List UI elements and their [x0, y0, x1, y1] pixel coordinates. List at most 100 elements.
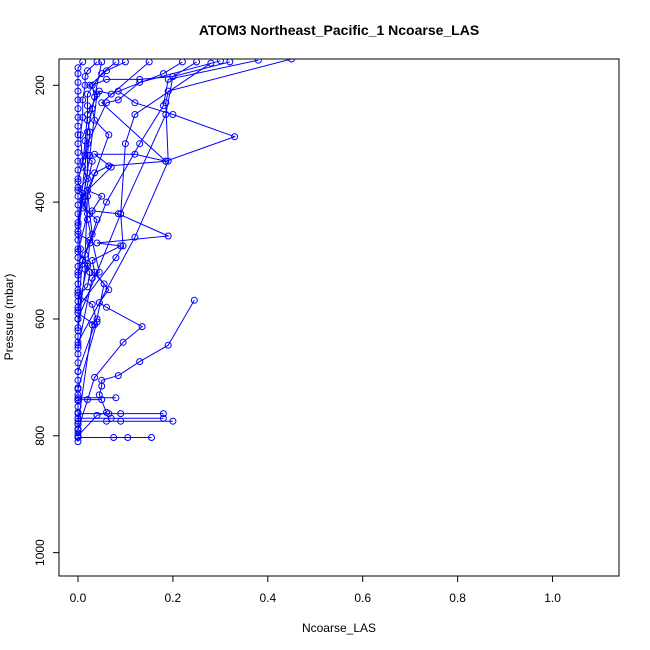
data-point: [74, 149, 82, 156]
data-point: [76, 245, 84, 253]
data-point: [84, 90, 91, 98]
data-point: [91, 268, 99, 276]
data-point: [95, 268, 103, 276]
x-axis-label: Ncoarse_LAS: [302, 621, 376, 635]
data-point: [91, 373, 99, 381]
data-point: [74, 394, 82, 402]
data-point: [207, 59, 215, 67]
data-point: [288, 59, 295, 63]
data-point: [169, 417, 177, 425]
series-line: [77, 59, 292, 343]
series-18: [74, 59, 295, 346]
data-point: [88, 274, 96, 282]
data-point: [131, 233, 139, 241]
x-tick-label: 0.2: [165, 591, 182, 605]
y-tick-label: 600: [33, 309, 47, 329]
data-point: [159, 410, 167, 418]
data-point: [74, 368, 82, 375]
data-point: [81, 81, 89, 89]
data-point: [114, 96, 122, 104]
data-point: [254, 59, 262, 64]
data-point: [84, 140, 91, 148]
x-tick-label: 1.0: [544, 591, 561, 605]
data-point: [103, 99, 110, 107]
data-point: [84, 151, 91, 159]
data-point: [105, 162, 113, 170]
data-point: [95, 87, 103, 95]
data-point: [136, 78, 144, 86]
data-point: [84, 102, 91, 110]
data-point: [74, 78, 82, 86]
data-point: [74, 315, 82, 323]
data-point: [216, 59, 224, 65]
data-point: [98, 99, 106, 107]
series-line: [77, 90, 237, 390]
data-point: [74, 303, 82, 311]
data-point: [74, 410, 82, 418]
data-point: [74, 219, 82, 227]
data-point: [114, 210, 122, 218]
data-point: [74, 385, 82, 393]
data-point: [117, 210, 125, 218]
series-13: [74, 59, 201, 352]
series-12: [74, 59, 129, 375]
data-point: [136, 140, 144, 148]
data-point: [93, 59, 101, 66]
data-point: [124, 434, 132, 441]
data-point: [84, 128, 91, 136]
data-point: [86, 151, 94, 159]
data-point: [74, 131, 82, 139]
data-point: [93, 216, 101, 224]
data-point: [91, 321, 99, 329]
data-point: [159, 102, 167, 110]
data-point: [162, 157, 170, 165]
data-point: [74, 420, 82, 428]
data-point: [105, 286, 113, 294]
series-21: [74, 59, 215, 311]
series-line: [77, 60, 221, 226]
data-point: [110, 434, 118, 441]
data-point: [131, 99, 139, 107]
data-point: [100, 280, 108, 288]
data-point: [231, 133, 239, 141]
data-point: [103, 303, 110, 311]
data-point: [112, 394, 120, 402]
series-2: [74, 434, 155, 441]
x-tick-label: 0.0: [70, 591, 87, 605]
data-point: [95, 391, 103, 399]
data-point: [79, 96, 87, 104]
data-point: [84, 67, 91, 75]
data-point: [164, 87, 172, 95]
x-tick-label: 0.8: [449, 591, 466, 605]
data-point: [131, 111, 139, 118]
data-point: [119, 338, 127, 346]
data-point: [74, 338, 82, 346]
x-tick-label: 0.4: [259, 591, 276, 605]
data-point: [74, 268, 82, 276]
data-point: [98, 376, 106, 384]
data-point: [74, 64, 82, 72]
series-line: [77, 61, 117, 308]
plot-frame: [58, 58, 620, 577]
data-point: [136, 358, 144, 366]
data-point: [103, 198, 110, 206]
data-point: [74, 157, 82, 165]
data-point: [190, 296, 198, 304]
series-line: [77, 62, 212, 308]
data-point: [145, 59, 153, 66]
series-line: [77, 61, 183, 331]
data-point: [193, 59, 201, 66]
y-tick-label: 1000: [33, 539, 47, 566]
data-point: [74, 87, 82, 95]
data-point: [226, 59, 234, 66]
data-point: [164, 157, 172, 165]
chart-title: ATOM3 Northeast_Pacific_1 Ncoarse_LAS: [199, 22, 479, 38]
data-point: [88, 157, 96, 165]
data-point: [74, 96, 82, 104]
data-point: [84, 216, 91, 224]
y-tick-label: 400: [33, 192, 47, 212]
data-point: [119, 242, 127, 250]
data-point: [79, 59, 87, 66]
data-point: [74, 286, 82, 294]
data-point: [93, 239, 101, 247]
